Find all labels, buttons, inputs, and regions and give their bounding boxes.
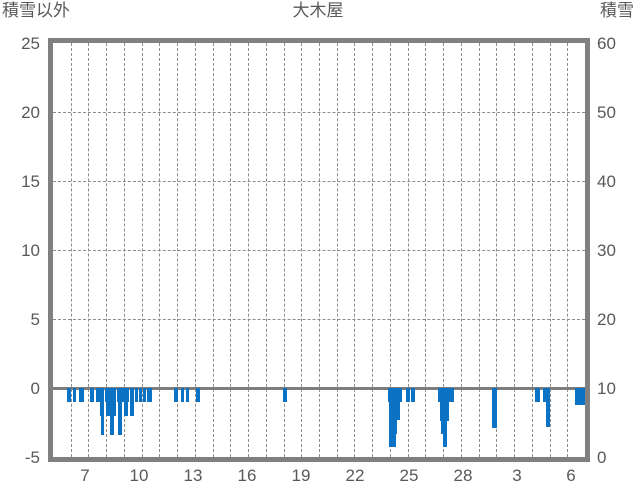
- plot-inner: [53, 43, 585, 457]
- bar: [73, 388, 76, 402]
- x-tick-label: 19: [291, 466, 311, 485]
- bar: [130, 388, 134, 416]
- x-tick-label: 7: [80, 466, 90, 485]
- bar: [575, 388, 585, 405]
- left-tick-label: 5: [30, 310, 40, 329]
- bar: [79, 388, 84, 402]
- bar: [443, 388, 447, 448]
- bar: [147, 388, 152, 402]
- horizontal-gridline: [53, 250, 585, 251]
- bar: [389, 388, 396, 448]
- left-tick-label: 10: [21, 241, 40, 260]
- horizontal-gridline: [53, 181, 585, 182]
- bar: [492, 388, 497, 429]
- bar: [406, 388, 410, 402]
- zero-baseline: [53, 387, 585, 390]
- bar: [411, 388, 415, 402]
- left-tick-label: 25: [21, 34, 40, 53]
- bar: [196, 388, 200, 402]
- left-tick-label: 0: [30, 379, 40, 398]
- bar: [90, 388, 94, 402]
- x-tick-label: 3: [512, 466, 522, 485]
- x-tick-label: 16: [237, 466, 257, 485]
- x-tick-label: 28: [453, 466, 473, 485]
- bar: [535, 388, 540, 402]
- bar: [96, 388, 100, 402]
- bar: [124, 388, 128, 416]
- bar: [106, 388, 110, 416]
- x-axis-tick-labels: 7 10 13 16 19 22 25 28 3 6: [0, 466, 636, 496]
- bar: [135, 388, 138, 402]
- x-tick-label: 13: [183, 466, 203, 485]
- horizontal-gridline: [53, 319, 585, 320]
- bar: [546, 388, 550, 427]
- bar: [143, 388, 146, 402]
- horizontal-gridline: [53, 112, 585, 113]
- bar: [174, 388, 178, 402]
- right-tick-label: 60: [597, 34, 616, 53]
- x-tick-label: 10: [129, 466, 149, 485]
- left-tick-label: -5: [24, 448, 40, 467]
- bar: [543, 388, 548, 402]
- bar: [121, 388, 124, 402]
- bar: [139, 388, 142, 402]
- bar: [186, 388, 189, 402]
- bar: [67, 388, 71, 402]
- x-tick-label: 22: [345, 466, 365, 485]
- right-tick-label: 30: [597, 241, 616, 260]
- right-axis-title: 積雪: [600, 1, 634, 20]
- bar: [283, 388, 287, 402]
- right-tick-label: 0: [597, 448, 607, 467]
- x-tick-label: 6: [566, 466, 576, 485]
- right-tick-label: 40: [597, 172, 616, 191]
- right-tick-label: 10: [597, 379, 616, 398]
- left-axis-tick-labels: 25 20 15 10 5 0 -5: [0, 0, 44, 501]
- left-tick-label: 20: [21, 103, 40, 122]
- bar: [118, 388, 122, 435]
- bar: [101, 388, 104, 435]
- bar: [112, 388, 116, 416]
- x-tick-label: 25: [399, 466, 419, 485]
- bar: [181, 388, 184, 402]
- chart-title: 大木屋: [292, 1, 344, 20]
- right-tick-label: 50: [597, 103, 616, 122]
- left-tick-label: 15: [21, 172, 40, 191]
- plot-area: [48, 38, 590, 462]
- left-axis-title: 積雪以外: [2, 1, 70, 20]
- right-tick-label: 20: [597, 310, 616, 329]
- bar: [110, 388, 114, 435]
- right-axis-tick-labels: 60 50 40 30 20 10 0: [594, 0, 636, 501]
